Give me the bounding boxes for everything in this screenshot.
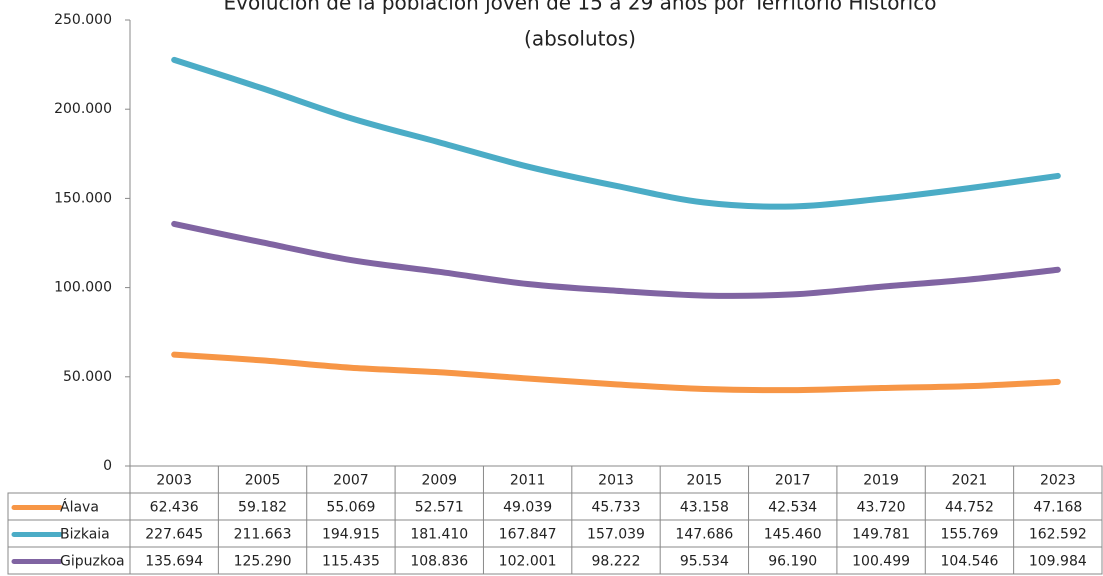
table-value: 100.499 <box>852 554 910 570</box>
series-line <box>171 56 1061 210</box>
table-value: 43.158 <box>680 500 729 516</box>
x-tick-label: 2021 <box>952 473 988 489</box>
x-tick-label: 2009 <box>421 473 457 489</box>
table-value: 162.592 <box>1029 527 1087 543</box>
table-value: 181.410 <box>410 527 468 543</box>
table-value: 167.847 <box>499 527 557 543</box>
legend-label: Álava <box>60 499 99 516</box>
table-value: 194.915 <box>322 527 380 543</box>
y-tick-label: 250.000 <box>54 12 112 28</box>
x-tick-label: 2019 <box>863 473 899 489</box>
table-value: 157.039 <box>587 527 645 543</box>
y-tick-label: 200.000 <box>54 101 112 117</box>
table-value: 102.001 <box>499 554 557 570</box>
table-value: 155.769 <box>941 527 999 543</box>
y-tick-label: 0 <box>103 458 112 474</box>
table-value: 59.182 <box>238 500 287 516</box>
table-value: 62.436 <box>150 500 199 516</box>
x-tick-label: 2005 <box>245 473 281 489</box>
table-value: 49.039 <box>503 500 552 516</box>
table-value: 227.645 <box>145 527 203 543</box>
y-tick-label: 150.000 <box>54 190 112 206</box>
table-value: 44.752 <box>945 500 994 516</box>
x-tick-label: 2017 <box>775 473 811 489</box>
table-value: 45.733 <box>592 500 641 516</box>
legend-label: Gipuzkoa <box>60 554 125 570</box>
table-value: 95.534 <box>680 554 729 570</box>
table-value: 47.168 <box>1033 500 1082 516</box>
table-value: 109.984 <box>1029 554 1087 570</box>
chart-title: (absolutos) <box>524 27 636 51</box>
y-tick-label: 100.000 <box>54 280 112 296</box>
table-value: 125.290 <box>234 554 292 570</box>
table-value: 55.069 <box>326 500 375 516</box>
table-value: 43.720 <box>857 500 906 516</box>
x-tick-label: 2007 <box>333 473 369 489</box>
table-value: 52.571 <box>415 500 464 516</box>
series-line <box>171 220 1061 299</box>
x-tick-label: 2003 <box>156 473 192 489</box>
table-value: 96.190 <box>768 554 817 570</box>
y-tick-label: 50.000 <box>63 369 112 385</box>
table-value: 135.694 <box>145 554 203 570</box>
x-tick-label: 2015 <box>687 473 723 489</box>
table-value: 42.534 <box>768 500 817 516</box>
table-value: 104.546 <box>941 554 999 570</box>
table-value: 115.435 <box>322 554 380 570</box>
table-value: 211.663 <box>234 527 292 543</box>
table-value: 98.222 <box>592 554 641 570</box>
table-value: 147.686 <box>675 527 733 543</box>
legend-label: Bizkaia <box>60 527 110 543</box>
series-line <box>171 351 1061 394</box>
table-value: 108.836 <box>410 554 468 570</box>
x-tick-label: 2011 <box>510 473 546 489</box>
x-tick-label: 2013 <box>598 473 634 489</box>
chart-title: Evolución de la población joven de 15 a … <box>224 0 937 15</box>
x-tick-label: 2023 <box>1040 473 1076 489</box>
table-value: 149.781 <box>852 527 910 543</box>
table-value: 145.460 <box>764 527 822 543</box>
